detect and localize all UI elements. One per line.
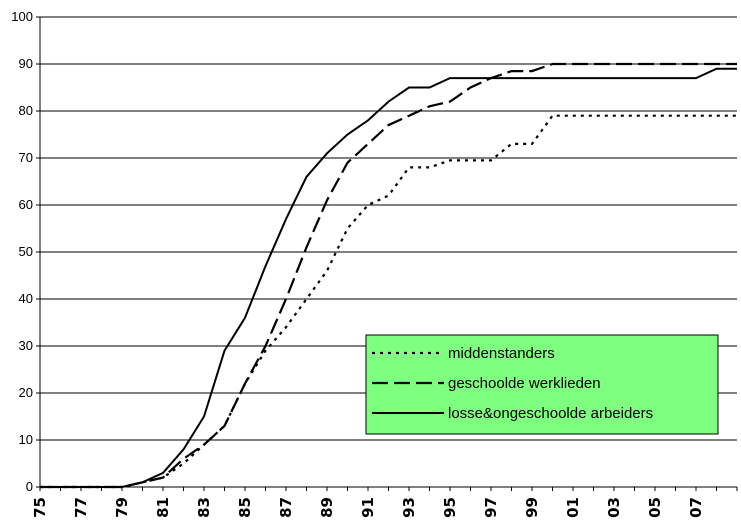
x-tick-label-group: 77 [72, 497, 90, 518]
series-line-geschoolde-werklieden [40, 62, 737, 489]
legend: middenstanders geschoolde werklieden losse… [365, 334, 719, 435]
x-tick-label-group: 81 [154, 497, 172, 518]
y-tick-label: 80 [19, 103, 33, 118]
x-tick-label: 75 [31, 497, 49, 518]
y-tick-label: 60 [19, 197, 33, 212]
y-tick-label: 70 [19, 150, 33, 165]
x-tick-label: 79 [113, 497, 131, 518]
x-tick-label: 85 [236, 497, 254, 518]
x-tick-label: 87 [277, 497, 295, 518]
x-tick-label-group: 93 [400, 497, 418, 518]
x-tick-label-group: 89 [318, 497, 336, 518]
x-tick-label-group: 05 [646, 497, 664, 518]
y-tick-label: 90 [19, 56, 33, 71]
x-tick-label-group: 03 [605, 497, 623, 518]
y-tick-label: 0 [26, 479, 33, 494]
x-tick-label-group: 97 [482, 497, 500, 518]
series-lines [40, 62, 737, 489]
legend-box [365, 334, 719, 435]
x-tick-label: 03 [605, 497, 623, 518]
y-tick-label: 20 [19, 385, 33, 400]
series-line-losse-ongeschoolde-arbeiders [40, 67, 737, 488]
x-tick-label: 83 [195, 497, 213, 518]
x-tick-label: 99 [523, 497, 541, 518]
x-tick-label-group: 91 [359, 497, 377, 518]
x-tick-label: 05 [646, 497, 664, 518]
y-tick-label: 30 [19, 338, 33, 353]
x-tick-label-group: 87 [277, 497, 295, 518]
x-tick-label-group: 07 [687, 497, 705, 518]
y-tick-label: 100 [11, 9, 33, 24]
x-tick-label: 89 [318, 497, 336, 518]
x-tick-label: 91 [359, 497, 377, 518]
x-tick-label: 07 [687, 497, 705, 518]
x-tick-label-group: 79 [113, 497, 131, 518]
x-tick-label-group: 85 [236, 497, 254, 518]
x-axis: 75 77 79 81 83 85 87 89 91 93 95 97 99 01 03 05 07 [31, 487, 738, 518]
legend-entry: geschoolde werklieden [448, 375, 601, 392]
x-tick-label-group: 99 [523, 497, 541, 518]
x-tick-label-group: 01 [564, 497, 582, 518]
x-tick-label: 01 [564, 497, 582, 518]
x-tick-label-group: 75 [31, 497, 49, 518]
x-tick-label-group: 95 [441, 497, 459, 518]
x-tick-label: 93 [400, 497, 418, 518]
y-axis: 0 10 20 30 40 50 60 70 80 90 100 [11, 9, 41, 494]
x-tick-label: 81 [154, 497, 172, 518]
legend-entry: losse&ongeschoolde arbeiders [448, 405, 653, 422]
y-tick-label: 10 [19, 432, 33, 447]
y-tick-label: 50 [19, 244, 33, 259]
x-tick-label: 77 [72, 497, 90, 518]
legend-entry: middenstanders [448, 345, 555, 362]
y-tick-label: 40 [19, 291, 33, 306]
x-tick-label: 97 [482, 497, 500, 518]
x-tick-label: 95 [441, 497, 459, 518]
x-tick-label-group: 83 [195, 497, 213, 518]
series-line-middenstanders [40, 114, 737, 489]
